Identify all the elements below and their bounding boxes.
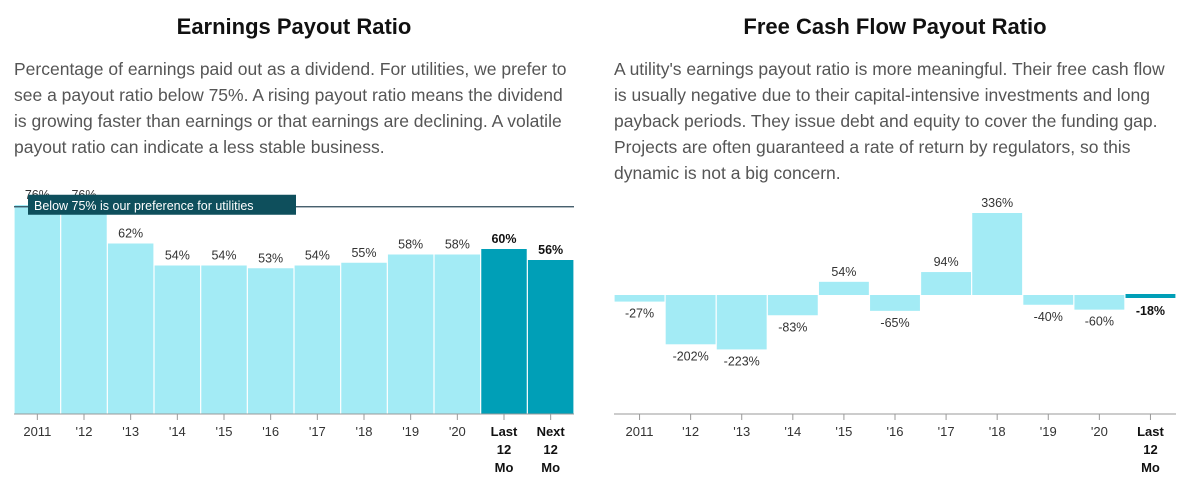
preference-label-box: [28, 194, 296, 215]
bar-2011: [614, 295, 665, 302]
value-label-14: -83%: [778, 320, 807, 334]
fcf-tick-13: '13: [733, 424, 750, 439]
value-label-17: 54%: [305, 249, 330, 263]
value-label-18: 336%: [981, 196, 1013, 210]
earnings-tick-13: '13: [122, 424, 139, 439]
fcf-tick-2011: 2011: [626, 424, 654, 439]
value-label-18: 55%: [351, 246, 376, 260]
bar-20: [1074, 295, 1125, 310]
earnings-payout-panel: Earnings Payout Ratio Percentage of earn…: [14, 0, 574, 475]
fcf-tick-19: '19: [1040, 424, 1057, 439]
fcf-tick-14: '14: [784, 424, 801, 439]
bar-14: [154, 265, 201, 414]
fcf-tick-16: '16: [887, 424, 904, 439]
fcf-payout-panel: Free Cash Flow Payout Ratio A utility's …: [614, 0, 1176, 475]
value-label-17: 94%: [934, 255, 959, 269]
value-label-16: -65%: [880, 316, 909, 330]
fcf-tick-18: '18: [989, 424, 1006, 439]
value-label-15: 54%: [211, 249, 236, 263]
bar-20: [434, 254, 481, 414]
earnings-tick-18: '18: [356, 424, 373, 439]
bar-12: [61, 205, 107, 414]
bar-16: [870, 295, 920, 311]
earnings-tick-17: '17: [309, 424, 326, 439]
earnings-tick-20: '20: [449, 424, 466, 439]
bar-12: [665, 295, 716, 345]
value-label-15: 54%: [831, 265, 856, 279]
bar-18: [341, 262, 387, 414]
bar-17: [294, 265, 341, 414]
bar-14: [767, 295, 818, 316]
value-label-16: 53%: [258, 251, 283, 265]
bar-last-12-mo: [481, 249, 527, 414]
earnings-tick-14: '14: [169, 424, 186, 439]
bar-15: [201, 265, 247, 414]
value-label-20: -60%: [1085, 315, 1114, 329]
value-label-13: -223%: [724, 354, 760, 368]
fcf-tick-17: '17: [938, 424, 955, 439]
bar-18: [972, 213, 1023, 295]
bar-17: [921, 272, 972, 295]
earnings-tick-last-12-mo: Last 12 Mo: [491, 424, 518, 475]
earnings-payout-title: Earnings Payout Ratio: [176, 14, 412, 39]
value-label-20: 58%: [445, 238, 470, 252]
value-label-last-12-mo: 60%: [491, 232, 516, 246]
earnings-tick-next-12-mo: Next 12 Mo: [537, 424, 566, 475]
bar-2011: [14, 205, 61, 414]
bar-next-12-mo: [527, 260, 574, 414]
value-label-next-12-mo: 56%: [538, 243, 563, 257]
value-label-19: -40%: [1034, 310, 1063, 324]
bar-19: [1023, 295, 1074, 305]
value-label-13: 62%: [118, 227, 143, 241]
fcf-tick-last-12-mo: Last 12 Mo: [1137, 424, 1164, 475]
earnings-payout-description: Percentage of earnings paid out as a div…: [14, 59, 567, 157]
bar-16: [247, 268, 294, 414]
value-label-last-12-mo: -18%: [1136, 304, 1165, 318]
fcf-payout-description: A utility's earnings payout ratio is mor…: [614, 59, 1165, 183]
earnings-tick-2011: 2011: [23, 424, 51, 439]
bar-last-12-mo: [1125, 294, 1176, 298]
value-label-2011: -27%: [625, 307, 654, 321]
fcf-payout-chart: -27% -202% -223% -83% 54% -65% 94% 336% -40% -60%…: [614, 196, 1176, 475]
value-label-14: 54%: [165, 249, 190, 263]
fcf-payout-title: Free Cash Flow Payout Ratio: [743, 14, 1047, 39]
fcf-tick-20: '20: [1091, 424, 1108, 439]
earnings-tick-12: '12: [76, 424, 93, 439]
earnings-tick-16: '16: [262, 424, 279, 439]
earnings-tick-15: '15: [216, 424, 233, 439]
bar-15: [818, 281, 869, 295]
bar-19: [387, 254, 434, 414]
value-label-19: 58%: [398, 238, 423, 252]
fcf-tick-12: '12: [682, 424, 699, 439]
bar-13: [716, 295, 767, 350]
preference-label: Below 75% is our preference for utilitie…: [34, 199, 254, 213]
earnings-tick-19: '19: [402, 424, 419, 439]
value-label-12: -202%: [673, 349, 709, 363]
earnings-payout-chart: 76%76%62%54%54%53%54%55%58%58%60%56%Belo…: [14, 188, 574, 475]
bar-13: [107, 243, 154, 414]
fcf-tick-15: '15: [835, 424, 852, 439]
